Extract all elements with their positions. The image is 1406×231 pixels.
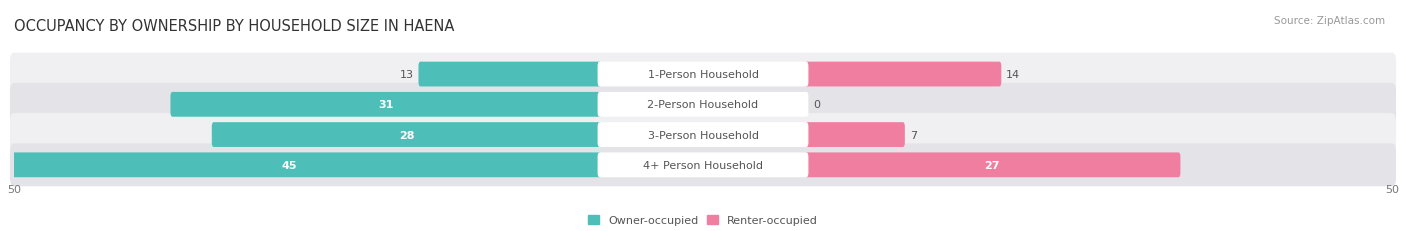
Text: 27: 27 <box>984 160 1000 170</box>
Text: Source: ZipAtlas.com: Source: ZipAtlas.com <box>1274 16 1385 26</box>
Text: OCCUPANCY BY OWNERSHIP BY HOUSEHOLD SIZE IN HAENA: OCCUPANCY BY OWNERSHIP BY HOUSEHOLD SIZE… <box>14 18 454 33</box>
FancyBboxPatch shape <box>10 53 1396 96</box>
FancyBboxPatch shape <box>598 62 808 87</box>
FancyBboxPatch shape <box>10 114 1396 156</box>
Text: 28: 28 <box>399 130 415 140</box>
Text: 1-Person Household: 1-Person Household <box>648 70 758 80</box>
Text: 4+ Person Household: 4+ Person Household <box>643 160 763 170</box>
Text: 2-Person Household: 2-Person Household <box>647 100 759 110</box>
FancyBboxPatch shape <box>170 92 602 117</box>
Text: 7: 7 <box>910 130 917 140</box>
FancyBboxPatch shape <box>804 123 905 147</box>
Text: 0: 0 <box>813 100 820 110</box>
FancyBboxPatch shape <box>10 83 1396 126</box>
FancyBboxPatch shape <box>598 92 808 117</box>
Text: 3-Person Household: 3-Person Household <box>648 130 758 140</box>
Legend: Owner-occupied, Renter-occupied: Owner-occupied, Renter-occupied <box>583 211 823 230</box>
Text: 31: 31 <box>378 100 394 110</box>
Text: 13: 13 <box>399 70 413 80</box>
FancyBboxPatch shape <box>598 123 808 147</box>
FancyBboxPatch shape <box>212 123 602 147</box>
FancyBboxPatch shape <box>804 153 1181 177</box>
FancyBboxPatch shape <box>0 153 602 177</box>
FancyBboxPatch shape <box>10 144 1396 186</box>
Text: 14: 14 <box>1007 70 1021 80</box>
FancyBboxPatch shape <box>598 153 808 177</box>
FancyBboxPatch shape <box>419 62 602 87</box>
FancyBboxPatch shape <box>804 62 1001 87</box>
Text: 45: 45 <box>281 160 298 170</box>
